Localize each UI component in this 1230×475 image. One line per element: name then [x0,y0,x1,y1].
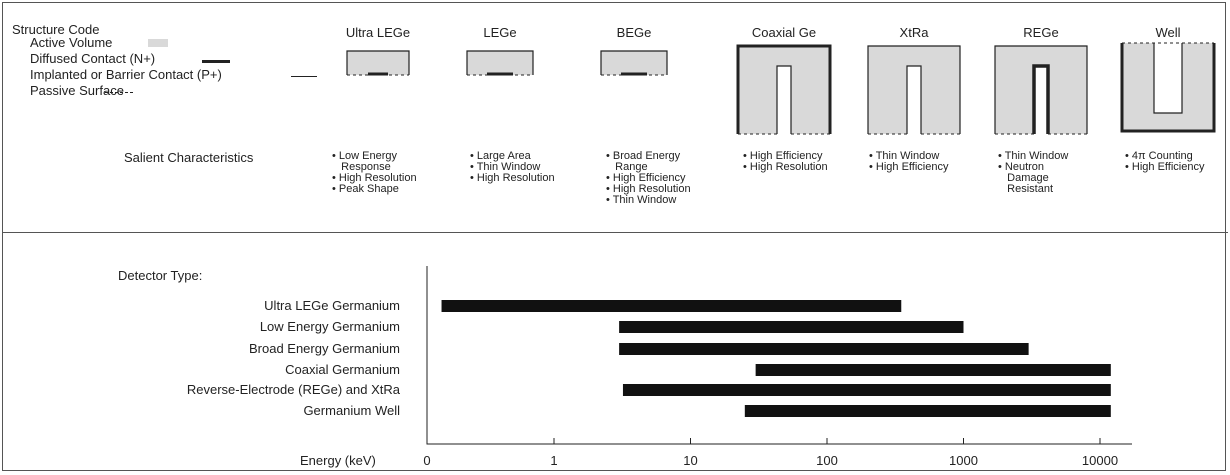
characteristic-item: • High Efficiency [869,161,949,173]
detector-type-title: Detector Type: [118,268,203,283]
characteristic-item: • Neutron [998,161,1045,173]
energy-range-bar [441,300,902,312]
x-tick-label: 1 [550,453,558,468]
energy-range-bar [619,321,964,333]
detector-cross-section-icon [1120,42,1216,133]
detector-cross-section-icon [994,45,1088,135]
detector-type-label: Low Energy Germanium [259,319,400,334]
energy-range-bar [622,384,1111,396]
characteristic-item: • Thin Window [869,150,940,162]
passive-surface-swatch [105,92,133,93]
barrier-contact-swatch [291,76,317,77]
characteristic-item: • Low Energy [332,150,397,162]
characteristic-item: • High Resolution [606,183,691,195]
energy-range-bar [755,364,1111,376]
characteristic-item: Resistant [998,183,1054,195]
detector-type-label: Coaxial Germanium [285,362,400,377]
characteristic-item: • Thin Window [606,194,677,206]
x-axis-label: Energy (keV) [300,453,376,468]
characteristic-item: • High Resolution [332,172,417,184]
energy-range-bar [744,405,1111,417]
x-tick-label: 10000 [1081,453,1119,468]
characteristic-item: • High Resolution [743,161,828,173]
characteristic-item: • Large Area [470,150,531,162]
detector-structure-title: Coaxial Ge [751,25,817,40]
characteristics-list: • 4π Counting • High Efficiency [1125,151,1204,173]
detector-structure-title: Ultra LEGe [345,25,411,40]
characteristic-item: • 4π Counting [1125,150,1193,162]
detector-type-label: Germanium Well [303,403,400,418]
legend-item: Passive Surface [30,83,124,98]
characteristics-list: • Low Energy Response • High Resolution • … [332,151,417,195]
section-divider [2,232,1228,233]
characteristics-list: • High Efficiency • High Resolution [743,151,828,173]
legend-title: Structure Code [12,22,100,37]
legend-item: Implanted or Barrier Contact (P+) [30,67,222,82]
salient-characteristics-title: Salient Characteristics [124,150,254,165]
characteristic-item: • High Efficiency [1125,161,1205,173]
characteristic-item: • Thin Window [998,150,1069,162]
energy-range-bar [619,343,1029,355]
x-tick-label: 10 [683,453,698,468]
detector-type-label: Reverse-Electrode (REGe) and XtRa [186,382,400,397]
characteristic-item: • High Resolution [470,172,555,184]
detector-cross-section-icon [466,50,534,76]
detector-structure-title: BEGe [616,25,652,40]
legend-item: Diffused Contact (N+) [30,51,156,66]
active-volume-swatch [148,39,168,47]
x-tick-label: 1000 [949,453,978,468]
detector-structure-title: XtRa [899,25,929,40]
characteristic-item: • Thin Window [470,161,541,173]
characteristic-item: Range [606,161,648,173]
x-tick-label: 0 [423,453,431,468]
characteristics-list: • Thin Window • High Efficiency [869,151,948,173]
detector-type-label: Ultra LEGe Germanium [264,298,400,313]
detector-cross-section-icon [600,50,668,76]
detector-structure-title: LEGe [483,25,517,40]
characteristic-item: • Broad Energy [606,150,681,162]
detector-cross-section-icon [736,44,832,135]
detector-structure-title: Well [1155,25,1181,40]
detector-structure-title: REGe [1023,25,1059,40]
characteristic-item: • High Efficiency [606,172,686,184]
x-tick-label: 100 [816,453,838,468]
detector-type-label: Broad Energy Germanium [248,341,400,356]
characteristic-item: Damage [998,172,1049,184]
characteristics-list: • Broad Energy Range • High Efficiency • H… [606,151,691,206]
detector-cross-section-icon [346,50,410,76]
legend-item: Active Volume [30,35,113,50]
characteristics-list: • Thin Window • Neutron Damage Resistant [998,151,1068,195]
diffused-contact-swatch [202,60,230,63]
characteristic-item: Response [332,161,391,173]
characteristic-item: • High Efficiency [743,150,823,162]
characteristic-item: • Peak Shape [332,183,399,195]
detector-cross-section-icon [867,45,961,135]
characteristics-list: • Large Area • Thin Window • High Resoluti… [470,151,555,184]
